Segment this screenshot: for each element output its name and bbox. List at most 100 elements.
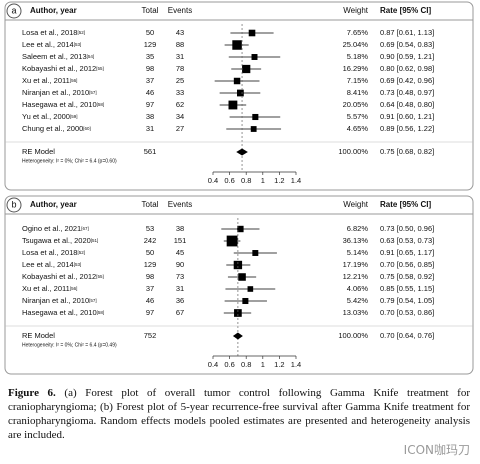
study-square [250,126,257,132]
x-tick-label: 1.2 [274,360,284,369]
study-name-text: Losa et al., 2018 [22,28,77,37]
total: 37 [146,76,154,85]
study-name-text: Lee et al., 2014 [22,260,74,269]
study-square [226,235,238,247]
study-name: Hasegawa et al., 2010[58] [22,100,104,109]
study-name: Yu et al., 2000[59] [22,112,77,121]
study-ref: [55] [96,66,104,71]
events: 62 [176,100,184,109]
pooled-diamond [232,332,243,340]
events: 27 [176,124,184,133]
total: 46 [146,88,154,97]
total: 50 [146,28,154,37]
study-name-text: Losa et al., 2018 [22,248,77,257]
study-square [233,77,241,85]
study-square [237,89,244,97]
panel-label: b [11,199,16,209]
pooled-weight: 100.00% [338,147,368,156]
study-name: Tsugawa et al., 2020[51] [22,236,98,245]
total: 37 [146,284,154,293]
pooled-rate-ci: 0.70 [0.64, 0.76] [380,331,434,340]
x-tick-label: 1 [261,176,265,185]
study-square [251,54,258,60]
study-ref: [53] [74,262,82,267]
pooled-total: 561 [144,147,157,156]
study-name: Niranjan et al., 2010[57] [22,296,97,305]
weight: 7.65% [347,28,369,37]
pooled-diamond [236,148,248,156]
study-square [242,64,251,74]
x-tick-label: 0.8 [241,176,251,185]
total: 35 [146,52,154,61]
study-name-text: Chung et al., 2000 [22,124,83,133]
rate-ci: 0.63 [0.53, 0.73] [380,236,434,245]
study-square [238,273,246,281]
total: 97 [146,308,154,317]
column-header: Weight [343,6,369,15]
rate-ci: 0.79 [0.54, 1.05] [380,296,434,305]
total: 50 [146,248,154,257]
study-name-text: Kobayashi et al., 2012 [22,272,96,281]
total: 53 [146,224,154,233]
study-name-text: Xu et al., 2011 [22,76,70,85]
events: 73 [176,272,184,281]
x-tick-label: 1.4 [291,176,301,185]
total: 98 [146,272,154,281]
events: 38 [176,224,184,233]
study-name-text: Saleem et al., 2013 [22,52,87,61]
weight: 12.21% [343,272,369,281]
total: 129 [144,40,157,49]
pooled-name: RE Model [22,147,55,156]
study-ref: [55] [96,274,104,279]
study-square [247,286,254,292]
study-square [252,113,259,121]
study-square [234,309,242,317]
rate-ci: 0.70 [0.53, 0.86] [380,308,434,317]
weight: 6.82% [347,224,369,233]
weight: 13.03% [343,308,369,317]
study-name: Chung et al., 2000[60] [22,124,91,133]
rate-ci: 0.69 [0.54, 0.83] [380,40,434,49]
column-header: Author, year [30,200,77,209]
study-ref: [54] [87,54,95,59]
study-ref: [57] [89,90,97,95]
study-ref: [59] [70,114,78,119]
x-tick-label: 0.6 [224,176,234,185]
study-name: Kobayashi et al., 2012[55] [22,272,104,281]
study-ref: [56] [70,286,78,291]
rate-ci: 0.73 [0.48, 0.97] [380,88,434,97]
study-square [232,40,242,50]
rate-ci: 0.69 [0.42, 0.96] [380,76,434,85]
total: 46 [146,296,154,305]
panel-badge [6,197,22,213]
heterogeneity: Heterogeneity: I² = 0%; Chi² = 6.4 (p=0.… [22,342,117,348]
weight: 4.06% [347,284,369,293]
study-ref: [52] [77,30,85,35]
column-header: Rate [95% CI] [380,200,431,209]
study-ref: [52] [77,250,85,255]
x-tick-label: 1.2 [274,176,284,185]
events: 33 [176,88,184,97]
study-name: Saleem et al., 2013[54] [22,52,94,61]
events: 151 [174,236,187,245]
rate-ci: 0.64 [0.48, 0.80] [380,100,434,109]
study-name: Losa et al., 2018[52] [22,248,85,257]
study-name: Xu et al., 2011[56] [22,76,77,85]
events: 36 [176,296,184,305]
study-name-text: Ogino et al., 2021 [22,224,81,233]
events: 31 [176,284,184,293]
x-tick-label: 1 [261,360,265,369]
total: 31 [146,124,154,133]
study-square [242,297,249,305]
total: 98 [146,64,154,73]
weight: 20.05% [343,100,369,109]
column-header: Total [142,200,159,209]
weight: 5.18% [347,52,369,61]
events: 34 [176,112,184,121]
total: 129 [144,260,157,269]
x-tick-label: 0.6 [224,360,234,369]
heterogeneity: Heterogeneity: I² = 0%; Chi² = 6.4 (p=0.… [22,158,117,164]
study-name: Lee et al., 2014[53] [22,40,81,49]
column-header: Events [168,200,192,209]
total: 38 [146,112,154,121]
